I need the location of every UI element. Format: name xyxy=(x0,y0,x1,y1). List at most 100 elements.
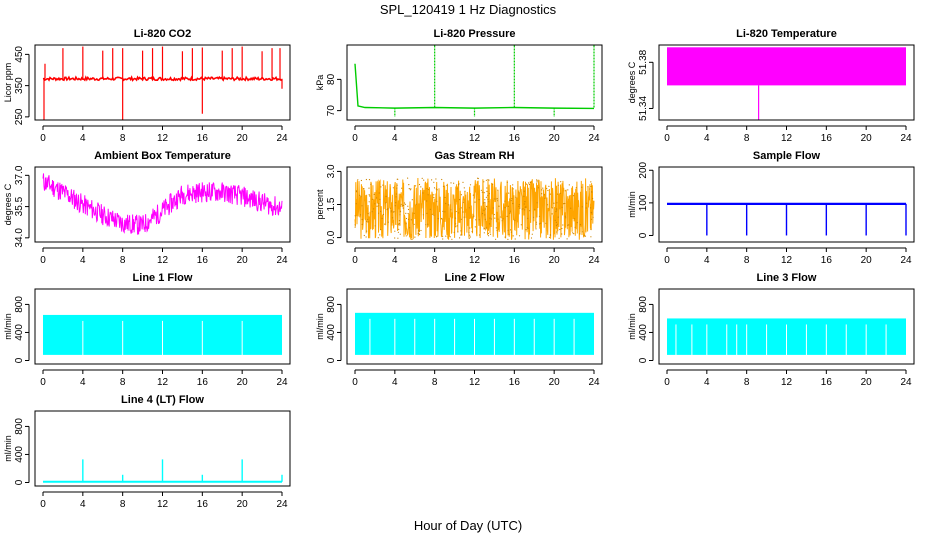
data-point xyxy=(518,192,520,194)
data-point xyxy=(450,209,452,211)
x-tick-label: 8 xyxy=(432,133,438,144)
data-point xyxy=(460,234,462,236)
x-tick-label: 4 xyxy=(704,377,710,388)
data-point xyxy=(357,179,359,181)
x-tick-label: 20 xyxy=(237,377,249,388)
data-point xyxy=(404,203,406,205)
data-point xyxy=(573,233,575,235)
data-point xyxy=(400,205,402,207)
data-point xyxy=(590,228,592,230)
y-tick-label: 35.5 xyxy=(14,196,25,216)
data-point xyxy=(515,196,517,198)
x-tick-label: 8 xyxy=(744,377,750,388)
data-point xyxy=(442,210,444,212)
data-point xyxy=(446,184,448,186)
data-point xyxy=(451,238,453,240)
data-point xyxy=(536,179,538,181)
data-point xyxy=(408,188,410,190)
data-point xyxy=(431,179,433,181)
x-tick-label: 8 xyxy=(432,255,438,266)
data-point xyxy=(507,229,509,231)
data-point xyxy=(455,210,457,213)
data-point xyxy=(469,236,471,238)
data-point xyxy=(529,210,531,212)
x-tick-label: 12 xyxy=(781,377,793,388)
data-point xyxy=(586,202,588,204)
data-point xyxy=(523,190,525,192)
data-point xyxy=(590,211,592,213)
data-point xyxy=(415,203,417,205)
data-point xyxy=(419,233,421,236)
x-axis: 0 4 8 12 16 20 24 xyxy=(40,491,288,510)
data-point xyxy=(382,184,384,186)
y-axis: 0 400 800 xyxy=(326,296,342,363)
data-point xyxy=(496,198,498,200)
x-axis: 0 4 8 12 16 20 24 xyxy=(40,125,288,144)
data-point xyxy=(486,205,488,208)
data-point xyxy=(398,228,400,230)
y-tick-label: 0 xyxy=(14,479,25,485)
data-point xyxy=(488,201,490,203)
data-point xyxy=(520,224,522,226)
x-tick-label: 0 xyxy=(40,133,46,144)
data-point xyxy=(449,236,451,238)
x-tick-label: 4 xyxy=(704,255,710,266)
data-point xyxy=(420,229,422,232)
figure-title: SPL_120419 1 Hz Diagnostics xyxy=(380,2,557,17)
x-tick-label: 0 xyxy=(664,255,670,266)
data-point xyxy=(460,194,462,196)
data-point xyxy=(538,215,541,217)
panel-title: Sample Flow xyxy=(753,150,821,162)
data-point xyxy=(514,219,516,221)
x-tick-label: 16 xyxy=(509,377,521,388)
data-point xyxy=(396,187,398,189)
data-point xyxy=(408,184,410,186)
data-point xyxy=(386,209,388,211)
data-point xyxy=(590,181,592,183)
data-point xyxy=(504,236,506,238)
data-point xyxy=(370,183,372,185)
data-point xyxy=(469,184,472,186)
data-point xyxy=(354,215,356,217)
data-point xyxy=(498,205,500,207)
panel-line4: Line 4 (LT) Flow ml/min 0 4 8 12 16 20 24 0 400 800 xyxy=(3,394,291,510)
data-point xyxy=(579,233,581,235)
data-point xyxy=(527,217,529,219)
x-tick-label: 20 xyxy=(549,377,561,388)
data-point xyxy=(433,196,435,199)
data-point xyxy=(544,197,546,199)
x-tick-label: 20 xyxy=(861,255,873,266)
data-point xyxy=(512,188,514,190)
panel-title: Line 4 (LT) Flow xyxy=(121,394,204,406)
y-tick-label: 250 xyxy=(14,108,25,125)
data-point xyxy=(468,207,470,209)
panel-line3: Line 3 Flow ml/min 0 4 8 12 16 20 24 0 400 800 xyxy=(627,272,915,388)
data-point xyxy=(365,236,367,238)
data-point xyxy=(561,233,563,235)
data-point xyxy=(568,224,570,226)
x-tick-label: 12 xyxy=(157,499,169,510)
data-point xyxy=(481,212,484,215)
data-point xyxy=(575,187,577,189)
data-point xyxy=(437,218,439,220)
data-point xyxy=(457,184,460,186)
data-point xyxy=(475,219,477,221)
data-point xyxy=(420,186,422,188)
data-point xyxy=(403,202,406,204)
x-tick-label: 24 xyxy=(276,255,288,266)
data-point xyxy=(579,224,582,226)
data-point xyxy=(460,230,462,232)
x-tick-label: 12 xyxy=(781,133,793,144)
panel-sample-flow: Sample Flow ml/min 0 4 8 12 16 20 24 0 100 200 xyxy=(627,150,915,266)
plot-frame xyxy=(658,166,915,243)
data-point xyxy=(394,205,396,207)
data-point xyxy=(566,238,568,240)
series-line xyxy=(42,75,283,82)
data-point xyxy=(534,208,536,210)
data-point xyxy=(379,198,381,200)
data-point xyxy=(456,225,458,227)
x-tick-label: 0 xyxy=(664,133,670,144)
data-point xyxy=(368,187,370,189)
x-tick-label: 0 xyxy=(352,377,358,388)
data-point xyxy=(460,218,462,220)
